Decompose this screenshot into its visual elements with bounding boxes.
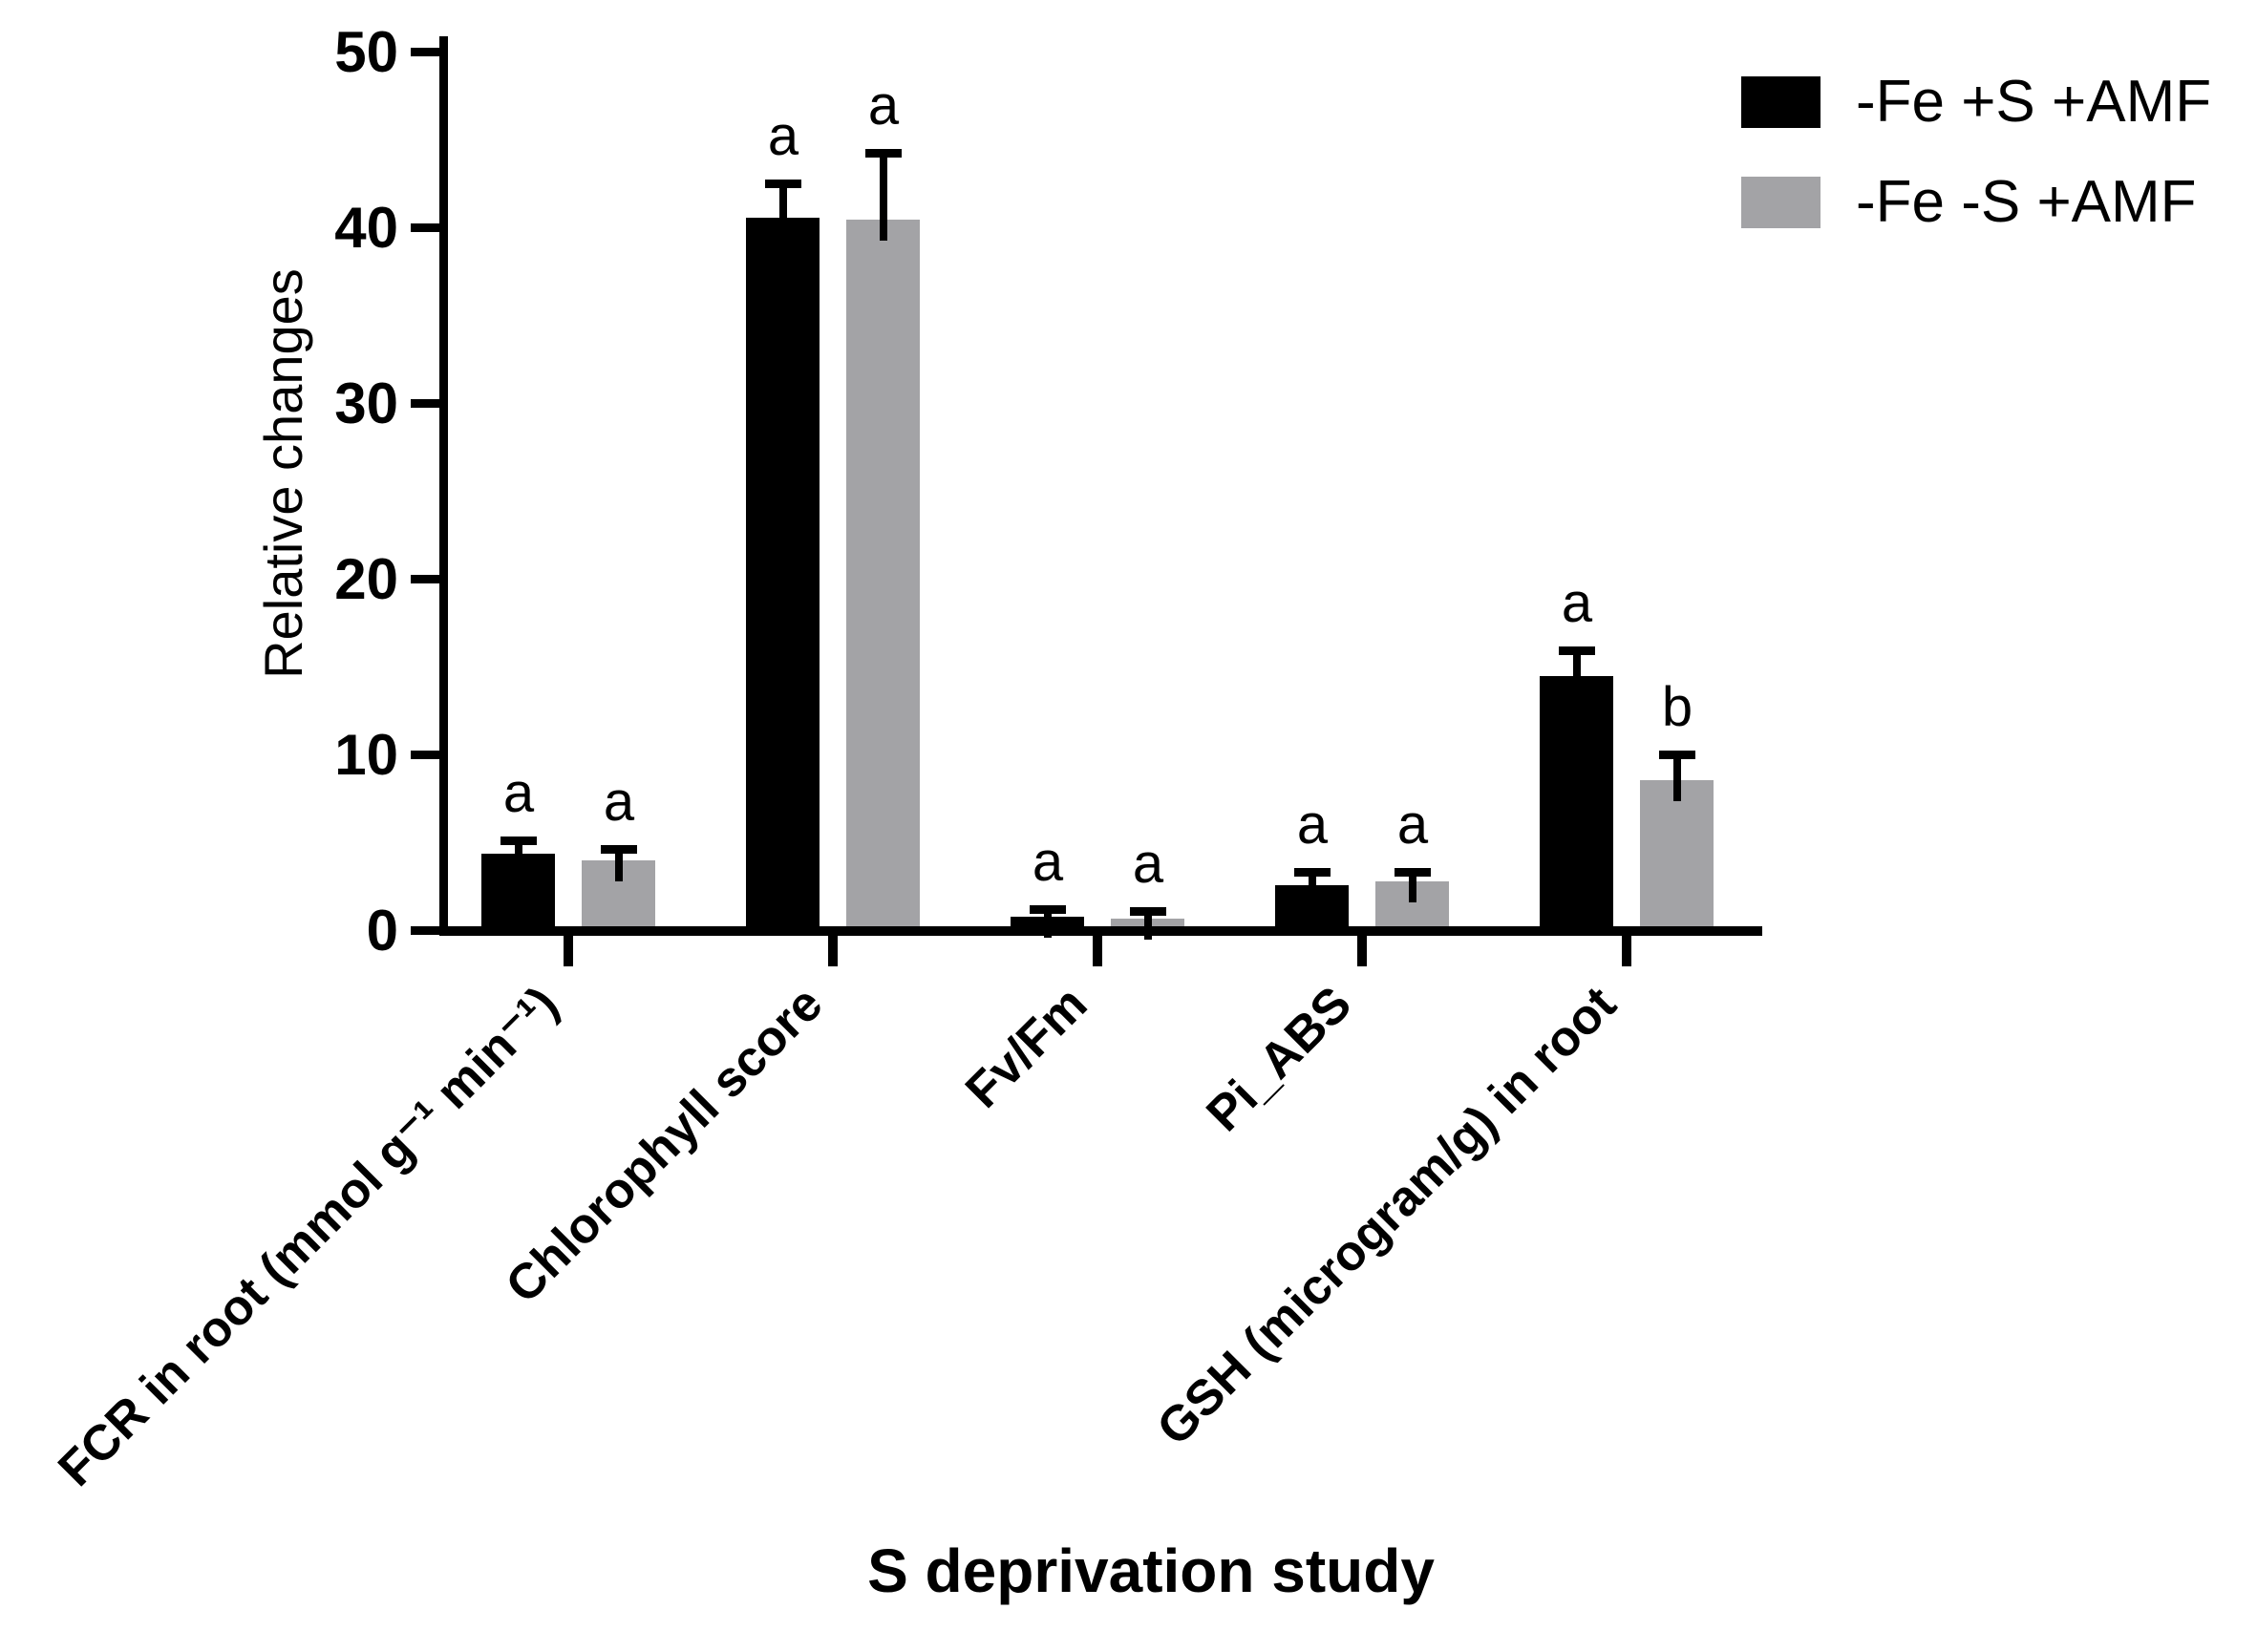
category-label: Pi_ABS <box>1196 976 1363 1143</box>
bar <box>1540 676 1613 935</box>
error-bar-cap <box>1659 751 1695 759</box>
error-bar-line <box>615 852 623 881</box>
x-axis-line <box>439 926 1762 936</box>
bar <box>1640 780 1714 935</box>
significance-letter: a <box>1396 794 1429 856</box>
y-tick <box>411 751 439 759</box>
error-bar-cap <box>1294 868 1331 877</box>
y-tick-label: 10 <box>334 723 398 787</box>
error-bar-line <box>1309 875 1316 906</box>
significance-letter: a <box>867 74 900 137</box>
significance-letter: a <box>502 762 535 824</box>
legend-label: -Fe +S +AMF <box>1856 69 2212 135</box>
x-tick <box>828 936 838 966</box>
significance-letter: a <box>603 771 635 833</box>
legend-row: -Fe +S +AMF <box>1741 69 2212 135</box>
error-bar-cap <box>500 837 537 845</box>
y-tick <box>411 48 439 56</box>
significance-letter: a <box>767 105 799 167</box>
error-bar-cap <box>1130 907 1166 916</box>
legend-label: -Fe -S +AMF <box>1856 169 2197 235</box>
error-bar-cap <box>601 845 637 854</box>
legend-swatch-gray <box>1741 177 1821 228</box>
y-tick <box>411 926 439 935</box>
x-tick <box>1093 936 1102 966</box>
category-label: GSH (microgram/g) in root <box>1146 976 1628 1456</box>
legend: -Fe +S +AMF -Fe -S +AMF <box>1741 69 2212 277</box>
error-bar-line <box>1573 653 1581 697</box>
y-tick <box>411 399 439 408</box>
error-bar-cap <box>1030 905 1066 914</box>
y-tick <box>411 223 439 232</box>
significance-letter: a <box>1132 833 1164 895</box>
y-tick-label: 40 <box>334 196 398 260</box>
error-bar-cap <box>1559 646 1595 655</box>
error-bar-line <box>1044 912 1052 938</box>
error-bar-line <box>1673 757 1681 801</box>
error-bar-cap <box>765 180 801 188</box>
y-tick-label: 30 <box>334 371 398 435</box>
x-tick <box>1622 936 1631 966</box>
significance-letter: b <box>1661 676 1693 738</box>
error-bar-line <box>515 843 522 875</box>
category-label: Fv/Fm <box>955 976 1098 1119</box>
significance-letter: a <box>1561 572 1593 634</box>
x-axis-title: S deprivation study <box>867 1536 1435 1605</box>
legend-row: -Fe -S +AMF <box>1741 169 2211 235</box>
legend-swatch-black <box>1741 76 1821 128</box>
category-label: FCR in root (mmol g⁻¹ min⁻¹) <box>47 976 569 1497</box>
error-bar-cap <box>1395 868 1431 877</box>
y-tick-label: 50 <box>334 20 398 84</box>
y-axis-label: Relative changes <box>253 268 313 679</box>
significance-letter: a <box>1032 831 1064 893</box>
significance-letter: a <box>1296 794 1329 856</box>
error-bar-cap <box>865 149 902 158</box>
error-bar-line <box>779 186 787 239</box>
x-tick <box>1357 936 1367 966</box>
x-tick <box>564 936 573 966</box>
y-axis-line <box>439 36 448 936</box>
error-bar-line <box>880 156 887 241</box>
bar <box>846 220 920 935</box>
y-tick <box>411 575 439 583</box>
error-bar-line <box>1409 875 1416 902</box>
y-tick-label: 20 <box>334 547 398 611</box>
y-tick-label: 0 <box>366 899 398 963</box>
bar <box>746 218 820 935</box>
